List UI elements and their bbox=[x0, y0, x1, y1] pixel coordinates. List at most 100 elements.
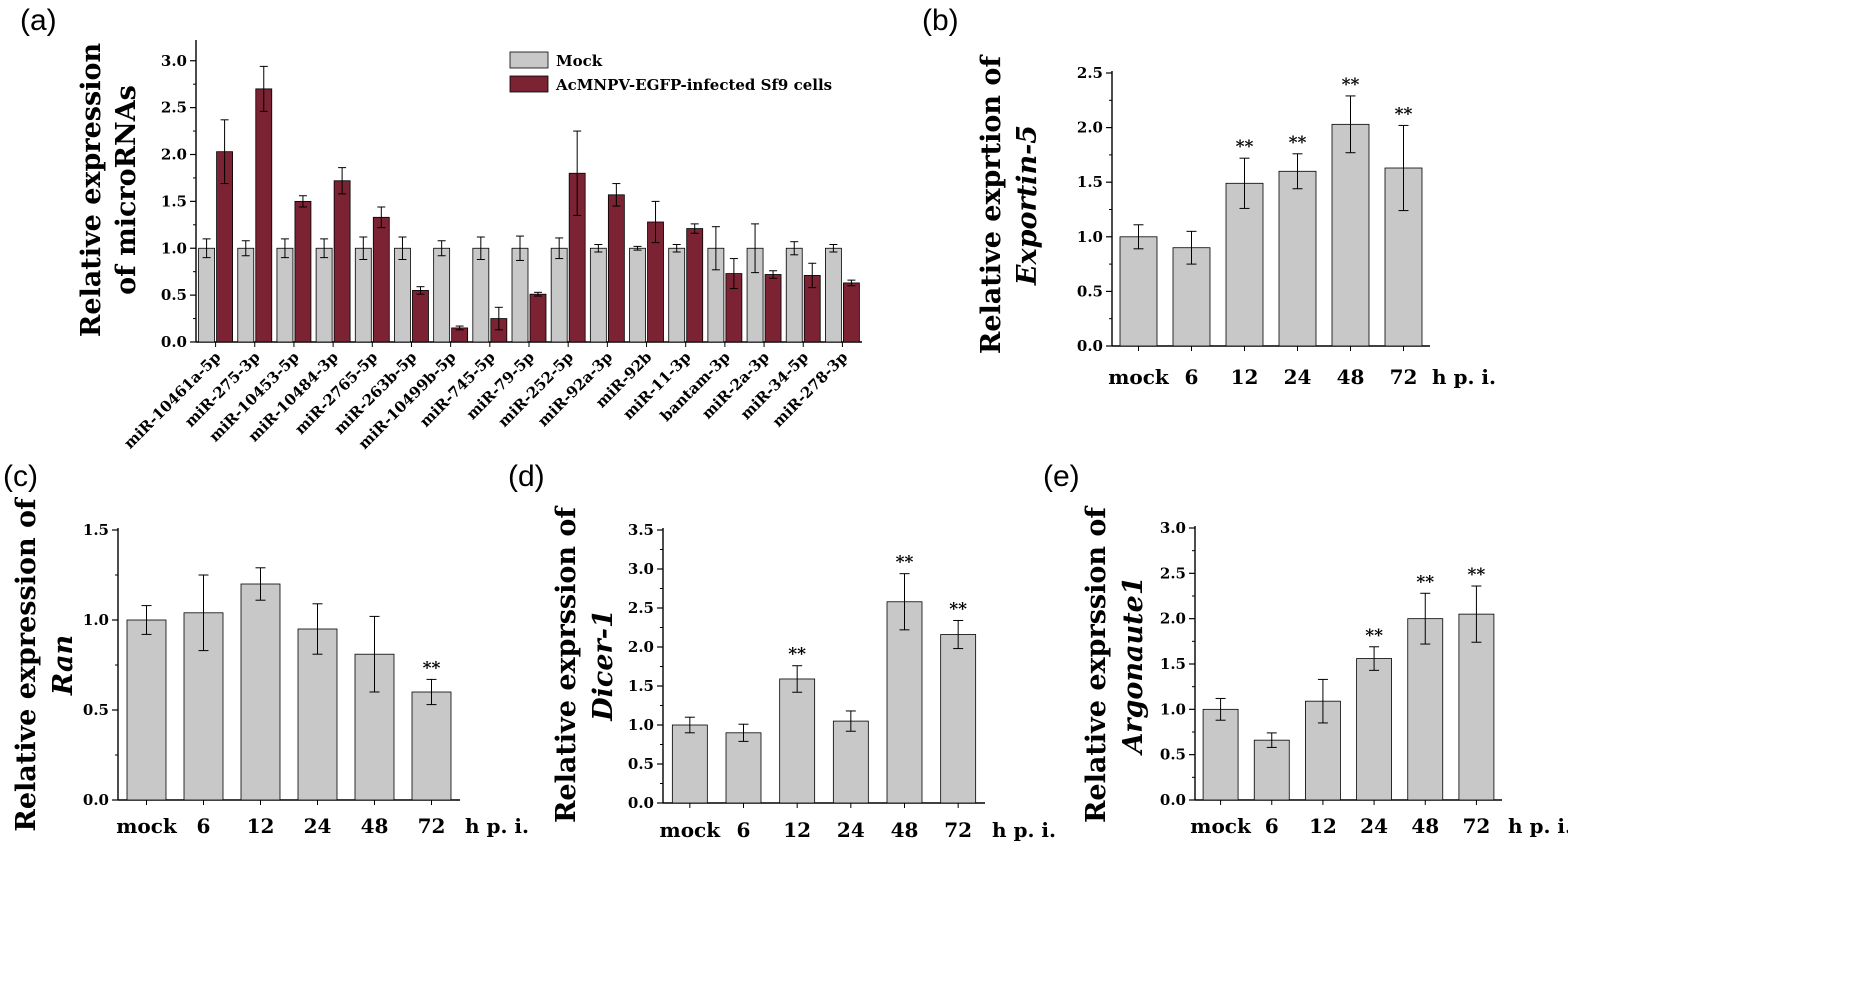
bar-infected bbox=[529, 293, 547, 343]
bar bbox=[1407, 618, 1444, 801]
panel-a-ylabel-line1: Relative expression bbox=[76, 43, 107, 338]
bar-mock bbox=[433, 247, 451, 343]
panel-b-y-tick-label: 0.5 bbox=[1077, 282, 1103, 300]
bar-infected bbox=[412, 290, 429, 343]
panel-e-y-tick-label: 2.5 bbox=[1160, 564, 1186, 582]
bar bbox=[1253, 739, 1290, 801]
panel-d-y-tick-label: 3.0 bbox=[628, 560, 654, 578]
panel-d-ylabel-line1: Relative exprssion of bbox=[551, 505, 582, 823]
bar-mock bbox=[354, 247, 372, 343]
bar bbox=[1119, 236, 1158, 347]
panel-c-plot-area: 0.0 0.5 1.0 1.5 mock 6 12 24 48 ** 72 bbox=[83, 521, 460, 838]
bar-infected bbox=[686, 228, 704, 343]
panel-c-ylabel-line2: Ran bbox=[48, 635, 79, 696]
bar-infected bbox=[255, 88, 273, 343]
bar-infected bbox=[607, 194, 625, 343]
x-tick-label: mock bbox=[1108, 365, 1170, 389]
panel-e-y-tick-label: 0.0 bbox=[1160, 791, 1186, 809]
bar-infected bbox=[372, 216, 390, 343]
panel-b-chart: (b) Relative exprtion of Exportin-5 0.0 0… bbox=[922, 4, 1496, 389]
significance-marker: ** bbox=[1342, 75, 1360, 95]
panel-a-y-tick-label: 1.5 bbox=[161, 192, 187, 210]
panel-b-y-tick-label: 1.5 bbox=[1077, 173, 1103, 191]
bar-mock bbox=[668, 247, 686, 343]
x-tick-label: 6 bbox=[1185, 365, 1199, 389]
significance-marker: ** bbox=[1468, 565, 1486, 585]
panel-b-plot-area: 0.0 0.5 1.0 1.5 2.0 2.5 mock 6 ** 12 ** 24 ** 48 ** 72 bbox=[1077, 64, 1430, 389]
panel-a-label: (a) bbox=[20, 4, 57, 37]
panel-b-ylabel-line2: Exportin-5 bbox=[1012, 125, 1043, 286]
bar-infected bbox=[843, 282, 860, 343]
panel-d-x-unit: h p. i. bbox=[992, 818, 1056, 842]
bar-mock bbox=[198, 247, 215, 343]
panel-b-ylabel-line1: Relative exprtion of bbox=[976, 54, 1007, 355]
x-tick-label: 6 bbox=[1265, 814, 1279, 838]
bar bbox=[725, 732, 762, 804]
panel-d-y-tick-label: 0.5 bbox=[628, 755, 654, 773]
panel-c-y-tick-label: 0.5 bbox=[83, 701, 109, 719]
panel-b-y-tick-label: 0.0 bbox=[1077, 337, 1103, 355]
x-tick-label: 48 bbox=[1337, 365, 1365, 389]
x-tick-label: 48 bbox=[361, 814, 389, 838]
significance-marker: ** bbox=[1416, 572, 1434, 592]
x-tick-label: 48 bbox=[891, 818, 919, 842]
panel-c-y-tick-label: 1.5 bbox=[83, 521, 109, 539]
panel-d-y-tick-label: 2.0 bbox=[628, 638, 654, 656]
panel-a-legend: Mock AcMNPV-EGFP-infected Sf9 cells bbox=[509, 51, 832, 94]
panel-d-y-tick-label: 3.5 bbox=[628, 521, 654, 539]
panel-d-chart: (d) Relative exprssion of Dicer-1 0.0 0.5… bbox=[508, 460, 1056, 842]
panel-a-y-tick-label: 1.0 bbox=[161, 239, 187, 257]
panel-b-label: (b) bbox=[922, 4, 959, 37]
panel-c-y-tick-label: 1.0 bbox=[83, 611, 109, 629]
panel-c-chart: (c) Relative expression of Ran 0.0 0.5 1.0… bbox=[3, 460, 529, 838]
bar-mock bbox=[785, 247, 803, 343]
bar bbox=[1278, 170, 1317, 347]
panel-a-y-tick-label: 0.0 bbox=[161, 333, 187, 351]
panel-d-y-tick-label: 1.0 bbox=[628, 716, 654, 734]
bar bbox=[1202, 708, 1239, 801]
panel-d-plot-area: 0.0 0.5 1.0 1.5 2.0 2.5 3.0 3.5 mock 6 ** 12 24 ** 48 *… bbox=[628, 521, 985, 842]
x-tick-label: 72 bbox=[944, 818, 972, 842]
bar bbox=[886, 601, 923, 804]
bar-mock bbox=[394, 247, 411, 343]
legend-swatch-mock bbox=[509, 51, 549, 69]
bar-mock bbox=[276, 247, 294, 343]
legend-swatch-infected bbox=[509, 75, 549, 93]
panel-b-y-tick-label: 2.5 bbox=[1077, 64, 1103, 82]
panel-c-y-tick-label: 0.0 bbox=[83, 791, 109, 809]
panel-e-ylabel-line1: Relative exprssion of bbox=[1081, 505, 1112, 823]
panel-a-y-tick-label: 0.5 bbox=[161, 286, 187, 304]
bar-mock bbox=[472, 247, 490, 343]
panel-c-x-unit: h p. i. bbox=[465, 814, 529, 838]
panel-c-label: (c) bbox=[3, 460, 38, 493]
panel-b-x-unit: h p. i. bbox=[1432, 365, 1496, 389]
x-tick-label: 24 bbox=[1360, 814, 1388, 838]
panel-d-y-tick-label: 0.0 bbox=[628, 794, 654, 812]
significance-marker: ** bbox=[949, 599, 967, 619]
bar bbox=[832, 720, 869, 804]
panel-e-y-tick-label: 1.0 bbox=[1160, 700, 1186, 718]
panel-a-plot-area: 0.00.51.01.52.02.53.0miR-10461a-5pmiR-27… bbox=[120, 40, 862, 453]
bar bbox=[1458, 613, 1495, 801]
panel-e-y-tick-label: 2.0 bbox=[1160, 610, 1186, 628]
bar bbox=[940, 634, 977, 804]
bar bbox=[126, 619, 167, 801]
x-tick-label: mock bbox=[660, 818, 722, 842]
significance-marker: ** bbox=[896, 553, 914, 573]
bar-mock bbox=[629, 247, 646, 343]
x-tick-label: 12 bbox=[1309, 814, 1337, 838]
panel-e-y-tick-label: 3.0 bbox=[1160, 519, 1186, 537]
panel-e-x-unit: h p. i. bbox=[1508, 814, 1568, 838]
x-tick-label: mock bbox=[116, 814, 178, 838]
bar bbox=[240, 583, 281, 801]
x-tick-label: 6 bbox=[737, 818, 751, 842]
panel-e-ylabel-line2: Argonaute1 bbox=[1118, 576, 1149, 756]
legend-label-infected: AcMNPV-EGFP-infected Sf9 cells bbox=[555, 76, 832, 94]
panel-a-y-tick-label: 2.0 bbox=[161, 146, 187, 164]
panel-e-y-tick-label: 0.5 bbox=[1160, 746, 1186, 764]
panel-b-y-tick-label: 2.0 bbox=[1077, 119, 1103, 137]
panel-d-ylabel-line2: Dicer-1 bbox=[588, 609, 619, 722]
x-tick-label: 12 bbox=[783, 818, 811, 842]
significance-marker: ** bbox=[1289, 133, 1307, 153]
x-tick-label: 12 bbox=[247, 814, 275, 838]
